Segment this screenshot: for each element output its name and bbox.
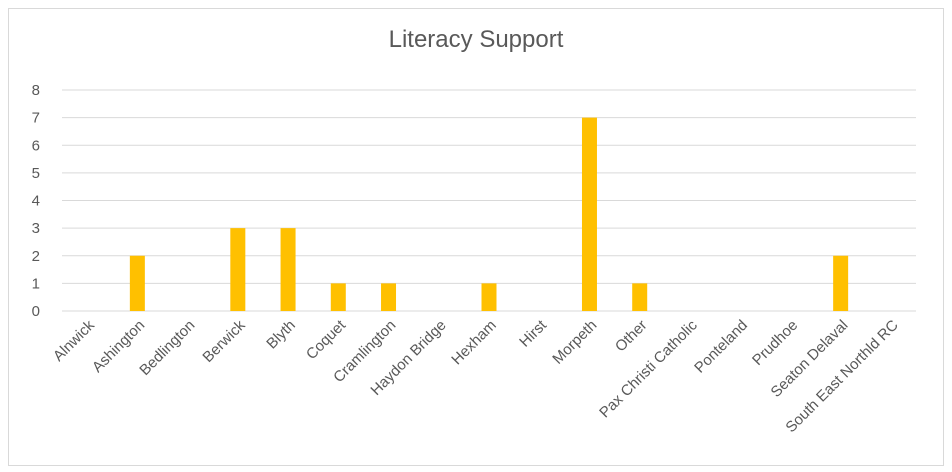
y-tick-label: 4 [32, 193, 40, 210]
bar [632, 283, 648, 311]
bar [280, 228, 296, 311]
x-tick-label: Ponteland [691, 317, 751, 377]
y-axis: 0 1 2 3 4 5 6 7 8 [32, 82, 40, 320]
x-tick-label: Alnwick [50, 316, 98, 364]
y-tick-label: 6 [32, 137, 40, 154]
x-tick-label: Prudhoe [749, 317, 801, 369]
bar [833, 255, 849, 311]
x-tick-label: Pax Christi Catholic [596, 316, 701, 421]
bar [230, 228, 246, 311]
x-tick-label: Coquet [303, 316, 350, 363]
x-tick-label: Blyth [263, 317, 299, 353]
x-tick-label: Hexham [448, 317, 500, 369]
x-tick-label: Other [612, 317, 651, 356]
x-tick-label: Berwick [199, 316, 249, 366]
bar [330, 283, 346, 311]
bar [481, 283, 497, 311]
bar [381, 283, 397, 311]
chart-title: Literacy Support [388, 26, 564, 53]
gridlines [62, 89, 916, 312]
y-tick-label: 5 [32, 165, 40, 182]
y-tick-label: 3 [32, 220, 40, 237]
bar [581, 117, 597, 311]
bar [129, 255, 145, 311]
y-tick-label: 2 [32, 248, 40, 265]
x-tick-label: Morpeth [549, 317, 600, 368]
y-tick-label: 8 [32, 82, 40, 99]
y-tick-label: 0 [32, 303, 40, 320]
bars [129, 117, 849, 311]
y-tick-label: 1 [32, 275, 40, 292]
y-tick-label: 7 [32, 110, 40, 127]
chart-area [8, 8, 944, 466]
x-tick-label: Bedlington [136, 317, 198, 379]
x-tick-label: Hirst [516, 316, 550, 350]
